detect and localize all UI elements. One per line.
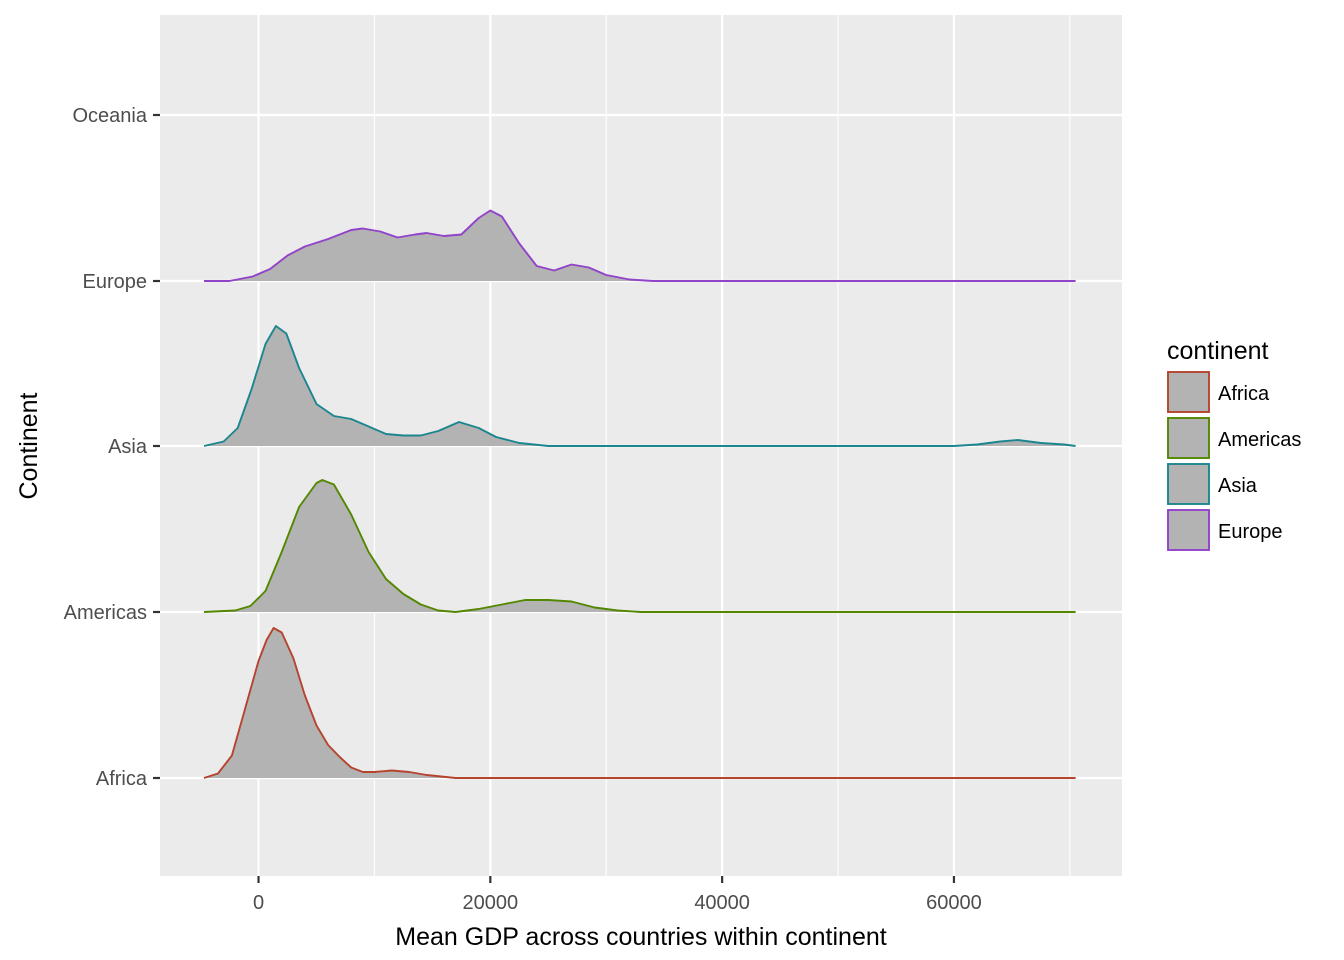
legend-label-europe: Europe	[1218, 521, 1283, 543]
ridge-line-europe	[204, 209, 1076, 282]
ridge-fill-americas	[204, 480, 1076, 612]
legend-label-americas: Americas	[1218, 429, 1301, 451]
x-tick-label-0: 0	[253, 892, 264, 914]
legend-key-americas	[1167, 417, 1210, 459]
x-axis: 0 20000 40000 60000	[253, 876, 982, 914]
y-tick-label-americas: Americas	[64, 602, 147, 624]
legend: continent Africa Americas Asia Europe	[1167, 337, 1301, 551]
y-tick-label-asia: Asia	[108, 436, 148, 458]
y-tick-label-oceania: Oceania	[73, 105, 148, 127]
legend-label-asia: Asia	[1218, 475, 1258, 497]
y-axis-title: Continent	[15, 392, 43, 499]
legend-title: continent	[1167, 337, 1269, 365]
y-tick-label-africa: Africa	[96, 768, 148, 790]
legend-key-asia	[1167, 463, 1210, 505]
x-tick-label-1: 20000	[463, 892, 519, 914]
x-axis-title: Mean GDP across countries within contine…	[395, 923, 886, 951]
y-tick-label-europe: Europe	[83, 271, 148, 293]
x-tick-label-2: 40000	[694, 892, 750, 914]
ridge-line-americas	[203, 479, 1076, 613]
y-axis: Africa Americas Asia Europe Oceania	[64, 105, 160, 790]
legend-key-africa	[1167, 371, 1210, 413]
legend-key-europe	[1167, 509, 1210, 551]
legend-label-africa: Africa	[1218, 383, 1270, 405]
ridge-line-asia	[203, 325, 1076, 447]
ridge-line-africa	[203, 627, 1076, 779]
ridge-fill-asia	[204, 326, 1076, 446]
ridge-fill-africa	[204, 628, 1076, 778]
ridge-fill-europe	[204, 210, 1076, 281]
x-tick-label-3: 60000	[926, 892, 982, 914]
density-ridges	[203, 209, 1076, 779]
